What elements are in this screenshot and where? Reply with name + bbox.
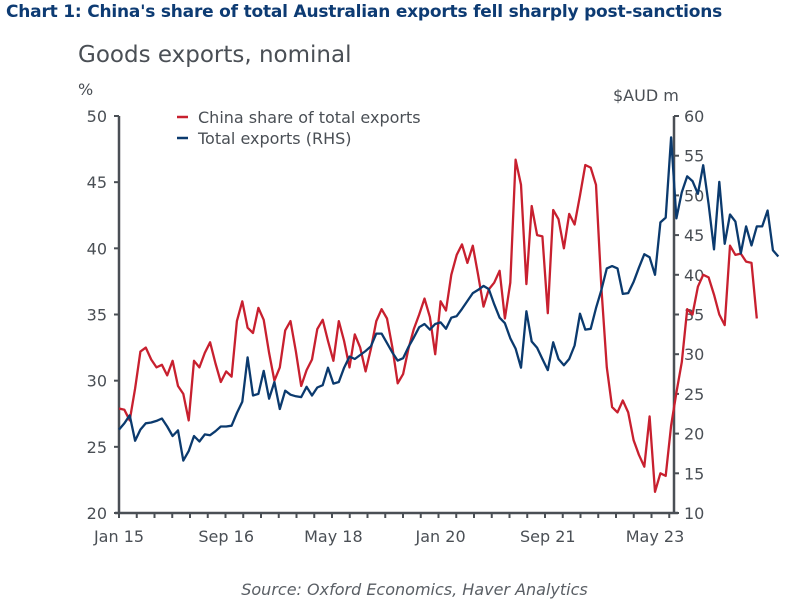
right-tick-label: 55	[684, 147, 704, 166]
series-line-china-share	[118, 158, 758, 493]
right-tick-label: 40	[684, 266, 704, 285]
left-tick-label: 40	[87, 239, 107, 258]
right-tick-label: 20	[684, 425, 704, 444]
left-tick-label: 35	[87, 306, 107, 325]
x-tick-label: May 18	[304, 527, 363, 546]
series-line-total-exports	[118, 136, 780, 462]
x-tick-label: Sep 16	[198, 527, 254, 546]
x-tick-label: Sep 21	[520, 527, 576, 546]
legend: China share of total exports Total expor…	[177, 108, 421, 148]
right-tick-label: 30	[684, 345, 704, 364]
left-tick-label: 20	[87, 504, 107, 523]
right-tick-label: 60	[684, 107, 704, 126]
left-tick-label: 45	[87, 173, 107, 192]
chart-title: Chart 1: China's share of total Australi…	[6, 2, 723, 22]
right-axis-label: $AUD m	[613, 86, 679, 105]
source-note: Source: Oxford Economics, Haver Analytic…	[241, 580, 588, 599]
x-tick-label: Jan 15	[93, 527, 144, 546]
right-tick-label: 45	[684, 226, 704, 245]
left-tick-label: 50	[87, 107, 107, 126]
right-tick-label: 15	[684, 464, 704, 483]
left-axis-label: %	[78, 80, 94, 99]
left-tick-label: 25	[87, 438, 107, 457]
right-tick-label: 10	[684, 504, 704, 523]
chart-subtitle: Goods exports, nominal	[78, 42, 352, 68]
x-tick-label: May 23	[626, 527, 685, 546]
x-tick-label: Jan 20	[415, 527, 466, 546]
legend-label-total: Total exports (RHS)	[197, 129, 352, 148]
right-tick-label: 50	[684, 186, 704, 205]
legend-label-china: China share of total exports	[198, 108, 421, 127]
right-tick-label: 25	[684, 385, 704, 404]
left-tick-label: 30	[87, 372, 107, 391]
